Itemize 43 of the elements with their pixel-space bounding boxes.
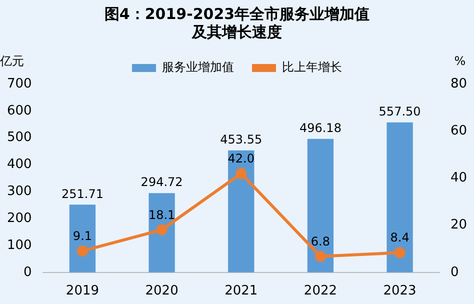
legend-label: 比上年增长 [282, 60, 342, 74]
x-tick-label: 2022 [304, 284, 338, 299]
data-label: 496.18 [299, 120, 342, 135]
data-label: 9.1 [72, 229, 92, 244]
y-tick-label: 300 [6, 184, 32, 200]
y-tick-label: 600 [6, 103, 32, 118]
y-tick-label: 0 [24, 264, 32, 280]
y-tick-label: 200 [6, 210, 32, 226]
point [314, 250, 326, 262]
data-label: 42.0 [228, 152, 254, 166]
y2-tick-label: 40 [450, 170, 468, 186]
data-label: 251.71 [61, 186, 104, 201]
y2-tick-label: 0 [450, 264, 459, 280]
y2-tick-label: 20 [450, 218, 468, 233]
point [394, 247, 406, 258]
data-label: 453.55 [220, 132, 262, 146]
y-tick-label: 400 [6, 157, 32, 172]
x-tick-label: 2021 [224, 284, 258, 299]
y-tick-label: 700 [6, 76, 32, 92]
legend-label: 服务业增加值 [162, 60, 234, 74]
bar [386, 122, 413, 272]
y-axis-title: 亿元 [0, 54, 24, 68]
data-label: 557.50 [378, 104, 421, 118]
point [156, 224, 168, 236]
y2-tick-label: 80 [450, 76, 468, 92]
point [76, 245, 88, 256]
bar [69, 204, 96, 272]
x-tick-label: 2020 [145, 284, 178, 299]
data-label: 6.8 [310, 234, 330, 249]
bar [148, 193, 175, 272]
y2-axis-title: % [454, 54, 466, 68]
data-label: 18.1 [148, 208, 176, 222]
chart-title: 图4：2019-2023年全市服务业增加值及其增长速度 [104, 4, 370, 41]
point [236, 168, 247, 179]
x-tick-label: 2023 [383, 284, 416, 299]
x-tick-label: 2019 [66, 284, 100, 299]
bar [228, 150, 254, 272]
bar [307, 138, 334, 272]
y2-tick-label: 60 [450, 123, 468, 138]
y-tick-label: 500 [6, 130, 32, 146]
y-tick-label: 100 [6, 238, 32, 253]
data-label: 8.4 [390, 230, 410, 245]
data-label: 294.72 [140, 175, 183, 190]
